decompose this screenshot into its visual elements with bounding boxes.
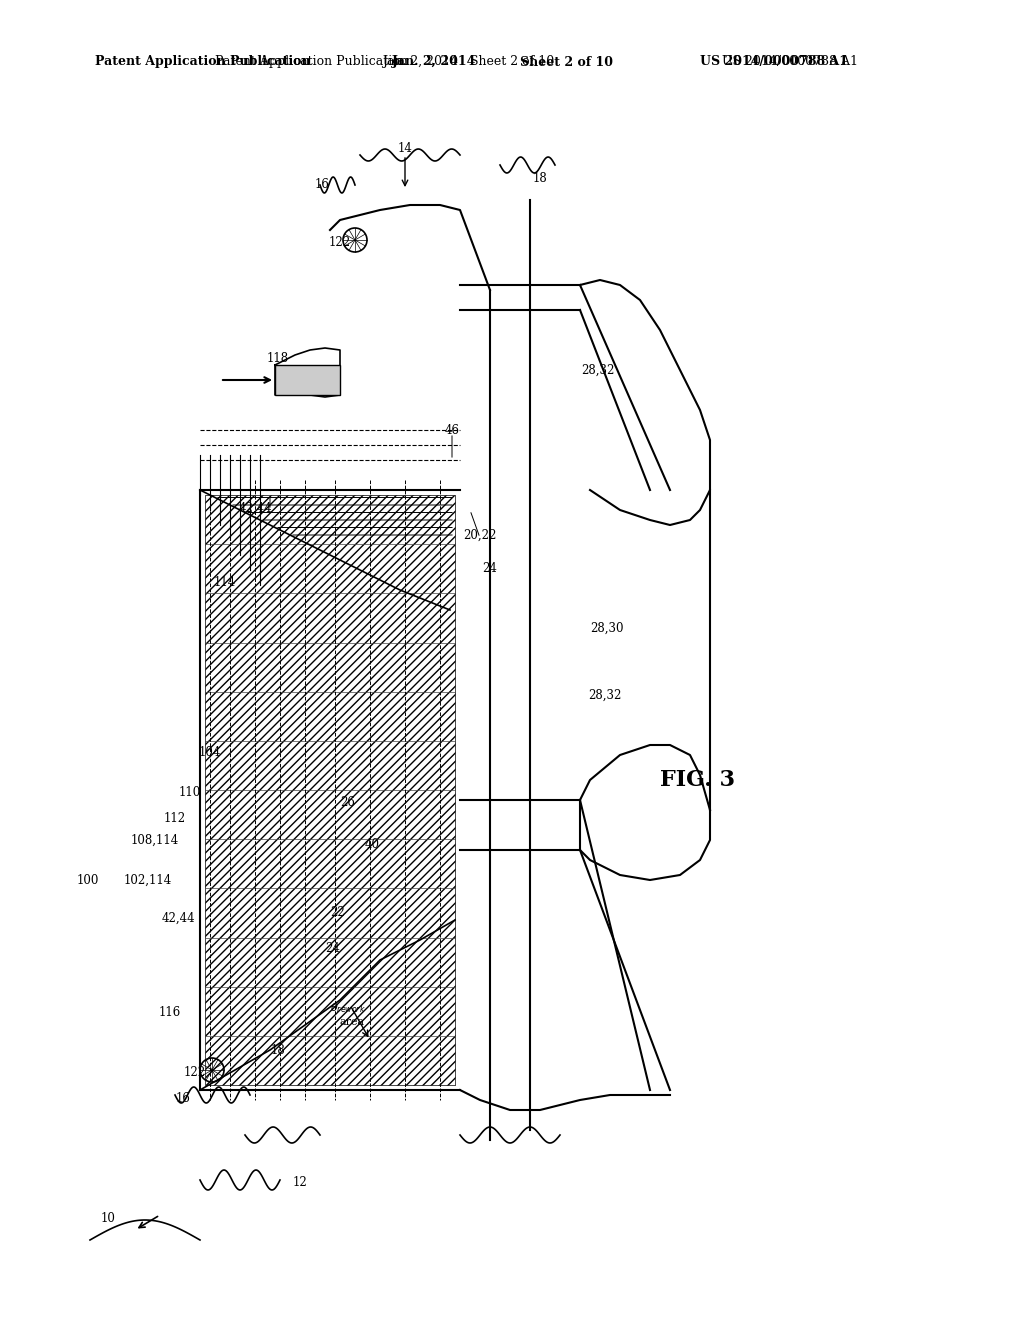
Text: 42,44: 42,44 xyxy=(239,502,271,515)
Text: 24: 24 xyxy=(482,561,498,574)
Text: 104: 104 xyxy=(199,746,221,759)
Text: 26: 26 xyxy=(341,796,355,809)
Text: 28,32: 28,32 xyxy=(582,363,614,376)
Bar xyxy=(275,366,340,395)
Text: Patent Application Publication: Patent Application Publication xyxy=(215,55,408,69)
Text: 18: 18 xyxy=(270,1044,286,1056)
Text: 10: 10 xyxy=(100,1212,116,1225)
Text: 28,32: 28,32 xyxy=(589,689,622,701)
Text: area: area xyxy=(339,1016,365,1027)
Text: US 2014/0000788 A1: US 2014/0000788 A1 xyxy=(722,55,858,69)
Text: 12: 12 xyxy=(293,1176,307,1189)
Text: 40: 40 xyxy=(365,838,380,851)
Text: 14: 14 xyxy=(397,141,413,154)
Text: 24: 24 xyxy=(326,941,340,954)
Text: 122: 122 xyxy=(329,236,351,249)
Text: FIG. 3: FIG. 3 xyxy=(660,770,735,791)
Text: Jan. 2, 2014   Sheet 2 of 10: Jan. 2, 2014 Sheet 2 of 10 xyxy=(382,55,554,69)
Text: 42,44: 42,44 xyxy=(161,912,195,924)
Text: 16: 16 xyxy=(175,1092,190,1105)
Text: 100: 100 xyxy=(77,874,99,887)
Text: 118: 118 xyxy=(267,351,289,364)
Text: Jan. 2, 2014: Jan. 2, 2014 xyxy=(392,55,476,69)
Text: 16: 16 xyxy=(314,178,330,191)
Text: 46: 46 xyxy=(444,424,460,437)
Text: 122: 122 xyxy=(184,1067,206,1080)
Text: US 2014/0000788 A1: US 2014/0000788 A1 xyxy=(700,55,848,69)
Text: 28,30: 28,30 xyxy=(590,622,624,635)
Text: 110: 110 xyxy=(179,787,201,800)
Text: 114: 114 xyxy=(214,577,237,590)
Text: Sheet 2 of 10: Sheet 2 of 10 xyxy=(520,55,613,69)
Text: 102,114: 102,114 xyxy=(124,874,172,887)
Text: 22: 22 xyxy=(331,907,345,920)
Text: $\theta_{rework}$: $\theta_{rework}$ xyxy=(330,1001,366,1015)
Text: 116: 116 xyxy=(159,1006,181,1019)
Bar xyxy=(205,495,455,1085)
Text: 112: 112 xyxy=(164,812,186,825)
Text: Patent Application Publication: Patent Application Publication xyxy=(95,55,310,69)
Text: 20,22: 20,22 xyxy=(463,528,497,541)
Text: 18: 18 xyxy=(532,172,548,185)
Text: 108,114: 108,114 xyxy=(131,833,179,846)
